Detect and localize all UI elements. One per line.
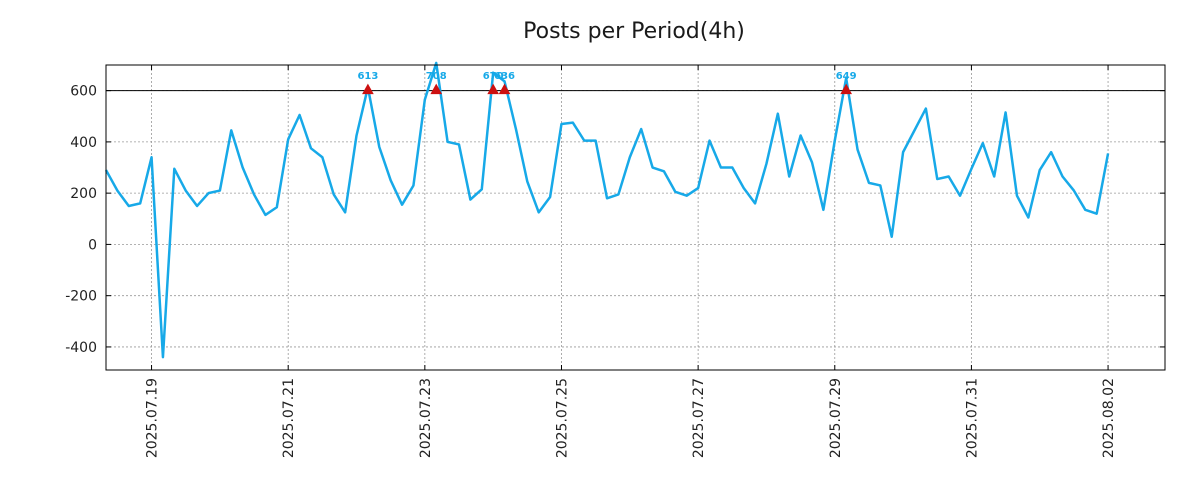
x-tick-label: 2025.07.27 <box>691 378 707 458</box>
y-tick-label: 200 <box>70 186 97 202</box>
x-tick-label: 2025.07.29 <box>828 378 844 458</box>
series-layer <box>104 61 1110 359</box>
x-tick-label: 2025.07.31 <box>964 378 980 458</box>
y-tick-label: -200 <box>65 289 97 305</box>
peak-marker <box>430 83 443 95</box>
grid-lines <box>106 65 1165 370</box>
peak-marker <box>498 83 511 95</box>
x-tick-label: 2025.07.25 <box>554 378 570 458</box>
y-tick-label: 600 <box>70 84 97 100</box>
y-tick-label: 400 <box>70 135 97 151</box>
axis-ticks: -400 -200 0 200 400 600 2025.07.19 2025.07.21 20… <box>65 65 1165 458</box>
peak-label: 636 <box>494 71 515 82</box>
x-tick-label: 2025.07.21 <box>281 378 297 458</box>
series-line <box>104 61 1110 359</box>
x-tick-label: 2025.07.19 <box>145 378 161 458</box>
plot-frame <box>105 64 1166 371</box>
peak-label: 708 <box>426 71 447 82</box>
x-tick-label: 2025.08.02 <box>1101 378 1117 458</box>
peak-label: 670 <box>483 71 504 82</box>
x-tick-label: 2025.07.23 <box>418 378 434 458</box>
chart-title: Posts per Period(4h) <box>523 19 745 44</box>
peak-marker <box>840 83 853 95</box>
peak-marker <box>487 83 500 95</box>
y-tick-label: 0 <box>88 237 97 253</box>
y-tick-label: -400 <box>65 340 97 356</box>
peak-label: 649 <box>836 71 857 82</box>
peak-label: 613 <box>357 71 378 82</box>
peak-marker <box>362 83 374 95</box>
